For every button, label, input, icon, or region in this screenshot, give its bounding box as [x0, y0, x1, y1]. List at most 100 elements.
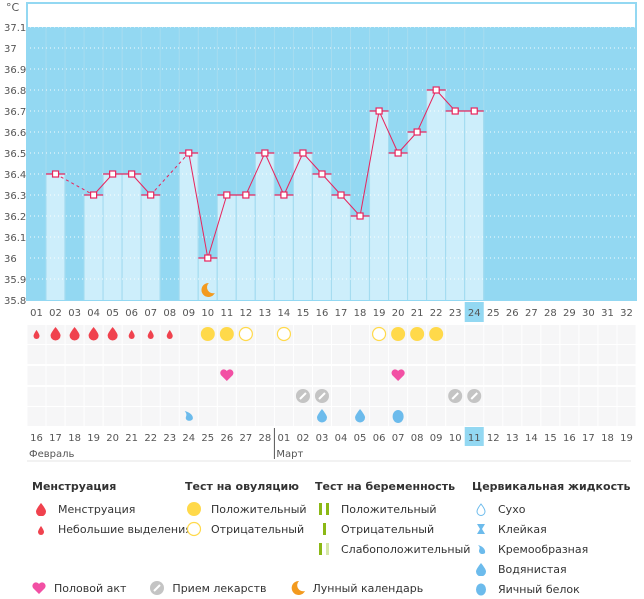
event-cell — [46, 387, 65, 406]
cycle-day-label: 21 — [411, 308, 424, 319]
event-cell — [84, 366, 103, 385]
event-cell — [560, 387, 579, 406]
bbt-chart: 37.1 37 36.9 36.8 36.7 36.6 36.5 36.4 36.3 36.2 36… — [4, 1, 637, 462]
event-cell — [370, 366, 389, 385]
event-cell — [617, 407, 636, 426]
today-highlight — [464, 427, 484, 446]
event-cell — [84, 407, 103, 426]
temperature-point — [204, 254, 212, 262]
event-cell — [560, 325, 579, 344]
temperature-line-segment — [359, 110, 380, 217]
event-cell — [179, 345, 198, 364]
y-tick-label: 37.1 — [4, 23, 26, 34]
legend-item: Отрицательный — [315, 519, 470, 539]
cycle-day-label: 10 — [201, 308, 214, 319]
ovulation-positive-icon — [200, 327, 215, 341]
y-tick-label: 36.3 — [4, 191, 26, 202]
temperature-point — [280, 191, 288, 199]
temperature-point — [185, 149, 193, 157]
temperature-bar — [331, 195, 350, 300]
pregnancy-faint-icon — [315, 541, 333, 557]
event-cell — [408, 345, 427, 364]
temperature-bar — [122, 174, 141, 300]
temperature-point — [470, 107, 478, 115]
event-cell — [198, 366, 217, 385]
ovulation-negative-icon — [185, 521, 203, 537]
cycle-day-label: 02 — [49, 308, 62, 319]
event-cell — [522, 407, 541, 426]
date-label: 22 — [144, 433, 157, 444]
event-cell — [312, 325, 331, 344]
event-cell — [27, 345, 46, 364]
date-label: 17 — [582, 433, 595, 444]
y-unit-label: °C — [6, 1, 20, 14]
date-label: 02 — [297, 433, 310, 444]
event-cell — [484, 407, 503, 426]
event-cell — [255, 325, 274, 344]
heart-icon — [30, 580, 48, 596]
dry-icon — [472, 501, 490, 517]
cycle-day-label: 07 — [144, 308, 157, 319]
y-tick-label: 36.2 — [4, 212, 26, 223]
event-cell — [293, 325, 312, 344]
event-cell — [141, 387, 160, 406]
event-cell — [484, 387, 503, 406]
event-cell — [236, 345, 255, 364]
event-cell — [122, 345, 141, 364]
temperature-point — [356, 212, 364, 220]
event-cell — [179, 325, 198, 344]
date-label: 23 — [163, 433, 176, 444]
event-cell — [274, 345, 293, 364]
cycle-day-label: 08 — [163, 308, 176, 319]
legend-label: Положительный — [341, 502, 437, 516]
cycle-day-label: 01 — [30, 308, 43, 319]
event-cell — [84, 387, 103, 406]
event-cell — [160, 407, 179, 426]
event-cell — [370, 407, 389, 426]
legend-pregnancy: Тест на беременность Положительный Отриц… — [315, 480, 470, 559]
date-label: 27 — [239, 433, 252, 444]
event-cell — [389, 387, 408, 406]
temperature-point — [299, 149, 307, 157]
event-cell — [503, 387, 522, 406]
date-label: 14 — [525, 433, 538, 444]
event-cell — [503, 366, 522, 385]
event-cell — [332, 366, 351, 385]
temperature-bar — [103, 174, 122, 300]
event-cell — [217, 345, 236, 364]
legend-menstruation: Менструация Менструация Небольшие выделе… — [32, 480, 192, 539]
event-cell — [332, 387, 351, 406]
event-cell — [103, 366, 122, 385]
event-cell — [103, 345, 122, 364]
egg-white-icon — [472, 581, 490, 597]
temperature-line-segment — [188, 152, 209, 259]
event-cell — [332, 345, 351, 364]
legend-label: Положительный — [211, 502, 307, 516]
event-cell — [579, 407, 598, 426]
date-label: 06 — [373, 433, 386, 444]
pill-icon-stripe — [299, 392, 307, 400]
sticky-icon — [472, 521, 490, 537]
legend-item: Половой акт — [30, 580, 126, 596]
moon-icon — [289, 580, 307, 596]
temperature-bar — [179, 153, 198, 300]
pill-icon — [148, 580, 166, 596]
date-label: 25 — [201, 433, 214, 444]
event-cell — [370, 387, 389, 406]
event-cell — [217, 407, 236, 426]
cycle-day-label: 17 — [335, 308, 348, 319]
temperature-bar — [84, 195, 103, 300]
event-cell — [541, 387, 560, 406]
temperature-point — [375, 107, 383, 115]
pill-icon-stripe — [318, 392, 326, 400]
event-cell — [408, 387, 427, 406]
month-label: Март — [276, 449, 303, 460]
date-label: 20 — [106, 433, 119, 444]
event-cell — [408, 407, 427, 426]
pregnancy-positive-icon — [315, 501, 333, 517]
legend-other: Половой акт Прием лекарств Лунный календ… — [30, 580, 423, 596]
event-cell — [522, 325, 541, 344]
event-cell — [236, 366, 255, 385]
date-label: 18 — [68, 433, 81, 444]
legend-item: Прием лекарств — [148, 580, 267, 596]
